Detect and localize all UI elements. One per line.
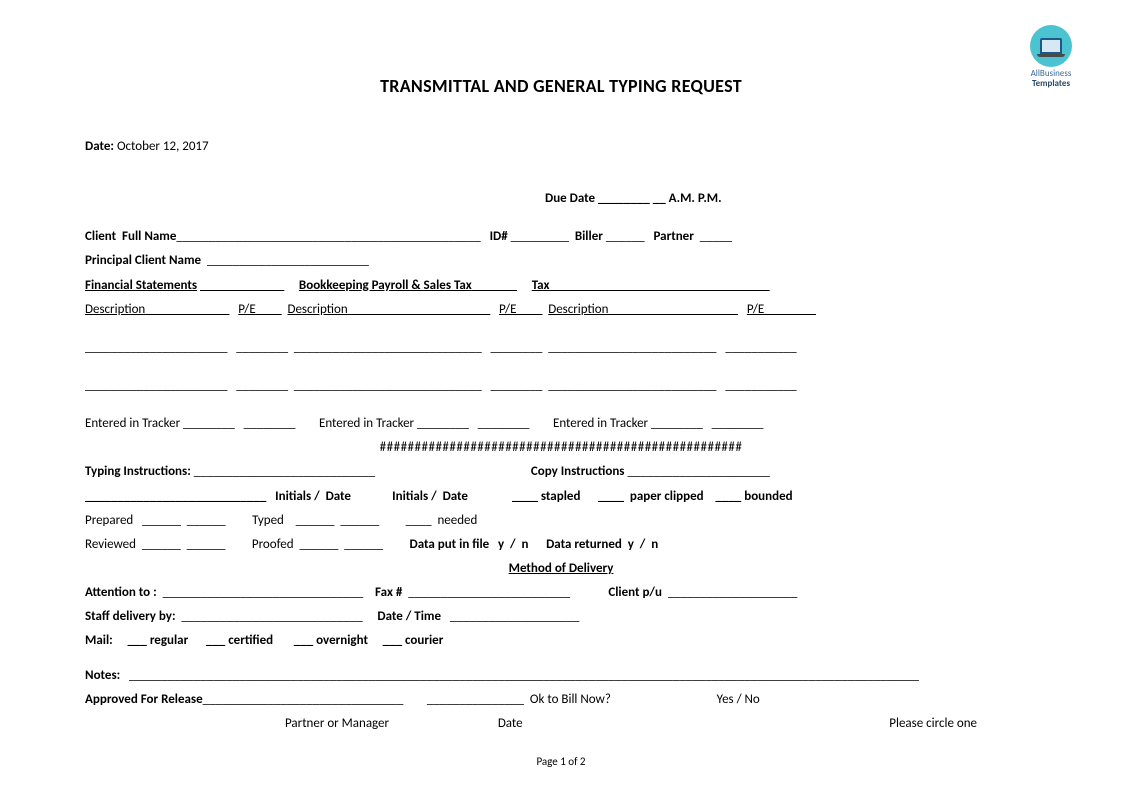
approved-line: Approved For Release____________________…: [85, 690, 1037, 710]
laptop-icon: [1040, 38, 1062, 54]
due-date-line: Due Date ________ __ A.M. P.M.: [85, 189, 1037, 209]
tracker2: Entered in Tracker: [319, 416, 414, 431]
page-title: TRANSMITTAL AND GENERAL TYPING REQUEST: [85, 75, 1037, 97]
categories-line: Financial Statements _____________ Bookk…: [85, 276, 1037, 296]
instructions-line: Typing Instructions: ___________________…: [85, 462, 1037, 482]
desc1: Description: [85, 302, 145, 317]
signature-sub-line: Partner or Manager Date Please circle on…: [85, 714, 1037, 734]
typed-label: Typed: [252, 513, 284, 528]
proofed-label: Proofed: [252, 537, 294, 552]
stapled-label: stapled: [541, 489, 581, 504]
due-date-blank: ________: [598, 191, 650, 206]
client-name-blank: ________________________________________…: [176, 229, 480, 244]
page-footer: Page 1 of 2: [0, 755, 1122, 768]
ok-bill-label: Ok to Bill Now?: [530, 692, 611, 707]
desc-header-line: Description_____________ P/E____ Descrip…: [85, 300, 1037, 320]
tracker1: Entered in Tracker: [85, 416, 180, 431]
principal-label: Principal Client Name: [85, 253, 201, 268]
id-label: ID#: [490, 229, 508, 244]
datetime-label: Date / Time: [377, 609, 441, 624]
date-line: Date: October 12, 2017: [85, 137, 1037, 157]
desc2: Description: [287, 302, 347, 317]
data-file-label: Data put in file y / n: [410, 537, 529, 552]
pe3: P/E: [747, 302, 764, 317]
logo-circle: [1030, 25, 1072, 67]
biller-blank: ______: [606, 229, 645, 244]
ampm-label: A.M. P.M.: [669, 191, 722, 206]
date-sub-label: Date: [498, 716, 523, 731]
tax-blank: __________________________________: [549, 278, 769, 293]
courier-label: courier: [405, 633, 443, 648]
blank-row-2: ______________________ ________ ________…: [85, 376, 1037, 396]
overnight-label: overnight: [316, 633, 368, 648]
partner-mgr-label: Partner or Manager: [285, 716, 389, 731]
fax-label: Fax #: [375, 585, 402, 600]
reviewed-label: Reviewed: [85, 537, 136, 552]
brand-logo: AllBusinessTemplates: [1030, 25, 1072, 89]
please-circle: Please circle one: [889, 716, 977, 731]
tracker3: Entered in Tracker: [553, 416, 648, 431]
biller-label: Biller: [575, 229, 603, 244]
typing-instr-label: Typing Instructions:: [85, 464, 191, 479]
id-blank: _________: [511, 229, 569, 244]
bounded-label: bounded: [744, 489, 792, 504]
certified-label: certified: [228, 633, 273, 648]
due-date-label: Due Date: [545, 191, 595, 206]
needed-label: needed: [437, 513, 477, 528]
reviewed-line: Reviewed ______ ______ Proofed ______ __…: [85, 535, 1037, 555]
attention-label: Attention to :: [85, 585, 157, 600]
blank-row-1: ______________________ ________ ________…: [85, 338, 1037, 358]
pe1: P/E: [238, 302, 255, 317]
hash-divider: ########################################…: [85, 438, 1037, 458]
client-pu-label: Client p/u: [608, 585, 662, 600]
date-value: October 12, 2017: [117, 139, 209, 154]
bookkeeping-label: Bookkeeping Payroll & Sales Tax: [299, 278, 472, 293]
desc1-blank: _____________: [145, 302, 229, 317]
staff-delivery-label: Staff delivery by:: [85, 609, 176, 624]
mail-label: Mail:: [85, 633, 113, 648]
staff-delivery-line: Staff delivery by: _____________________…: [85, 607, 1037, 627]
initials2: Initials / Date: [392, 489, 468, 504]
copy-instr-label: Copy Instructions: [531, 464, 625, 479]
pe2: P/E: [499, 302, 516, 317]
date-label: Date:: [85, 139, 114, 154]
book-blank: _______: [472, 278, 517, 293]
notes-label: Notes:: [85, 668, 120, 683]
prepared-line: Prepared ______ ______ Typed ______ ____…: [85, 511, 1037, 531]
yes-no: Yes / No: [717, 692, 760, 707]
logo-line2: Templates: [1032, 78, 1070, 89]
attention-line: Attention to : _________________________…: [85, 583, 1037, 603]
paperclip-label: paper clipped: [630, 489, 704, 504]
client-full-name-label: Client Full Name: [85, 229, 176, 244]
mail-line: Mail: ___ regular ___ certified ___ over…: [85, 631, 1037, 651]
client-line: Client Full Name________________________…: [85, 227, 1037, 247]
principal-blank: _________________________: [207, 253, 369, 268]
initials1: Initials / Date: [275, 489, 351, 504]
initials-header: ____________________________ Initials / …: [85, 487, 1037, 507]
prepared-label: Prepared: [85, 513, 133, 528]
partner-label: Partner: [654, 229, 694, 244]
tax-label: Tax: [532, 278, 550, 293]
desc3: Description: [548, 302, 608, 317]
fin-blank: _____________: [200, 278, 284, 293]
principal-line: Principal Client Name __________________…: [85, 251, 1037, 271]
fin-stmt-label: Financial Statements: [85, 278, 197, 293]
tracker-line: Entered in Tracker ________ ________ Ent…: [85, 414, 1037, 434]
method-delivery: Method of Delivery: [85, 559, 1037, 579]
data-return-label: Data returned y / n: [546, 537, 658, 552]
regular-label: regular: [150, 633, 188, 648]
logo-text: AllBusinessTemplates: [1030, 69, 1072, 89]
notes-line: Notes: _________________________________…: [85, 666, 1037, 686]
partner-blank: _____: [700, 229, 732, 244]
approved-label: Approved For Release: [85, 692, 203, 707]
